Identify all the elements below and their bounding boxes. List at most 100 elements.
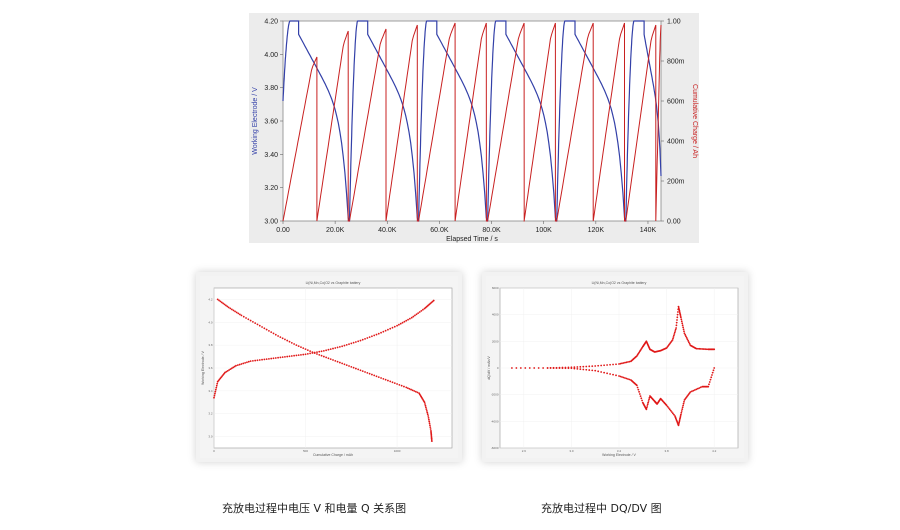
dqdv-discharge-point — [709, 378, 712, 381]
dqdv-discharge-point — [606, 372, 608, 375]
dqdv-charge-point — [688, 341, 690, 344]
dqdv-charge-point — [627, 361, 629, 363]
vq-charge-point — [422, 308, 424, 311]
vq-discharge-point — [345, 364, 348, 367]
dqdv-discharge-point — [570, 367, 573, 370]
vq-discharge-point — [425, 408, 428, 411]
vq-discharge-point — [290, 341, 293, 344]
dqdv-charge-point — [579, 365, 582, 368]
vq-discharge-point — [391, 381, 394, 384]
dqdv-charge-point — [677, 311, 679, 313]
vq-discharge-point — [377, 376, 380, 379]
vq-discharge-point — [368, 372, 371, 375]
dqdv-discharge-point — [682, 402, 685, 405]
vq-charge-point — [297, 354, 300, 357]
vq-discharge-point — [235, 311, 238, 314]
vq-discharge-point — [284, 338, 286, 341]
vq-discharge-point — [429, 424, 431, 427]
dqdv-discharge-point — [713, 367, 716, 369]
vq-charge-point — [417, 312, 420, 315]
vq-discharge-point — [322, 355, 325, 358]
dqdv-discharge-point — [591, 369, 594, 372]
vq-discharge-point — [400, 384, 403, 387]
vq-charge-point — [408, 317, 411, 320]
top-y-right-axis-label: Cumulative Charge / Ah — [691, 84, 698, 158]
vq-discharge-point — [240, 314, 243, 317]
dqdv-charge-point — [679, 316, 682, 319]
vq-discharge-point — [408, 387, 411, 390]
dqdv-charge-point — [676, 316, 679, 319]
dqdv-discharge-point — [573, 367, 576, 370]
vq-charge-point — [387, 328, 389, 331]
vq-discharge-point — [427, 416, 430, 419]
vq-discharge-point — [350, 365, 353, 368]
vq-charge-point — [348, 343, 350, 346]
vq-charge-point — [242, 362, 245, 365]
vq-charge-point — [334, 347, 337, 349]
vq-discharge-point — [242, 315, 245, 318]
vq-charge-point — [224, 371, 226, 374]
dqdv-discharge-point — [552, 367, 555, 369]
vq-charge-point — [293, 354, 295, 357]
top-y-left-tick-label: 3.00 — [264, 219, 278, 226]
vq-charge-point — [377, 332, 380, 335]
vq-charge-point — [432, 299, 435, 302]
vq-discharge-point — [311, 351, 314, 354]
vq-discharge-point — [427, 418, 430, 421]
dqdv-discharge-point — [647, 401, 650, 404]
dqdv-x-axis-label: Working Electrode / V — [602, 453, 636, 457]
vq-charge-point — [398, 323, 400, 326]
vq-discharge-point — [219, 300, 222, 303]
top-y-right-tick-label: 600m — [667, 99, 685, 106]
dqdv-charge-point — [576, 366, 579, 368]
vq-discharge-point — [357, 368, 360, 371]
dqdv-discharge-point — [546, 367, 549, 369]
vq-discharge-point — [343, 363, 346, 366]
vq-charge-point — [368, 336, 371, 339]
dqdv-discharge-point — [636, 386, 639, 389]
dqdv-discharge-point — [588, 369, 591, 371]
vq-charge-point — [382, 330, 385, 333]
dqdv-x-tick-label: 3.8 — [665, 449, 670, 453]
dqdv-discharge-point — [693, 389, 696, 391]
vq-discharge-point — [429, 426, 432, 429]
vq-charge-point — [228, 369, 230, 371]
dqdv-charge-point — [713, 348, 716, 351]
dqdv-charge-point — [675, 324, 678, 327]
vq-discharge-point — [297, 345, 300, 348]
vq-charge-point — [371, 335, 373, 338]
dqdv-discharge-point — [666, 405, 669, 408]
dqdv-discharge-point — [646, 405, 649, 407]
vq-charge-point — [240, 363, 243, 365]
dqdv-discharge-point — [597, 370, 600, 373]
vq-charge-point — [215, 384, 218, 387]
vq-charge-point — [286, 355, 289, 358]
vq-charge-point — [279, 356, 282, 359]
dqdv-discharge-point — [712, 369, 715, 372]
dqdv-discharge-point — [558, 367, 561, 370]
vq-discharge-point — [403, 385, 405, 388]
vq-discharge-point — [261, 326, 263, 328]
dqdv-discharge-point — [649, 395, 651, 397]
vq-charge-point — [256, 359, 259, 362]
dqdv-charge-point — [624, 361, 626, 364]
dqdv-y-axis-label: dQ/dV / mAh/V — [487, 356, 491, 380]
dqdv-charge-point — [628, 360, 631, 363]
dqdv-discharge-point — [678, 420, 681, 423]
vq-discharge-point — [277, 335, 279, 337]
vq-discharge-point — [430, 431, 432, 434]
dqdv-charge-point — [511, 367, 513, 369]
dqdv-svg: Li(Ni,Mn,Co)O2 vs Graphite battery 2.6 3.… — [486, 276, 744, 458]
vq-discharge-point — [293, 343, 295, 345]
dqdv-discharge-point — [641, 401, 644, 404]
top-x-tick-label: 100K — [536, 227, 553, 234]
vq-discharge-point — [249, 319, 252, 322]
vq-discharge-point — [229, 307, 232, 310]
vq-y-tick-label: 4.2 — [208, 297, 213, 301]
dqdv-charge-point — [680, 320, 683, 323]
vq-charge-point — [215, 386, 218, 389]
top-x-tick-label: 120K — [588, 227, 605, 234]
vq-charge-point — [316, 351, 318, 354]
vq-discharge-point — [430, 435, 433, 437]
vq-charge-point — [338, 345, 341, 348]
